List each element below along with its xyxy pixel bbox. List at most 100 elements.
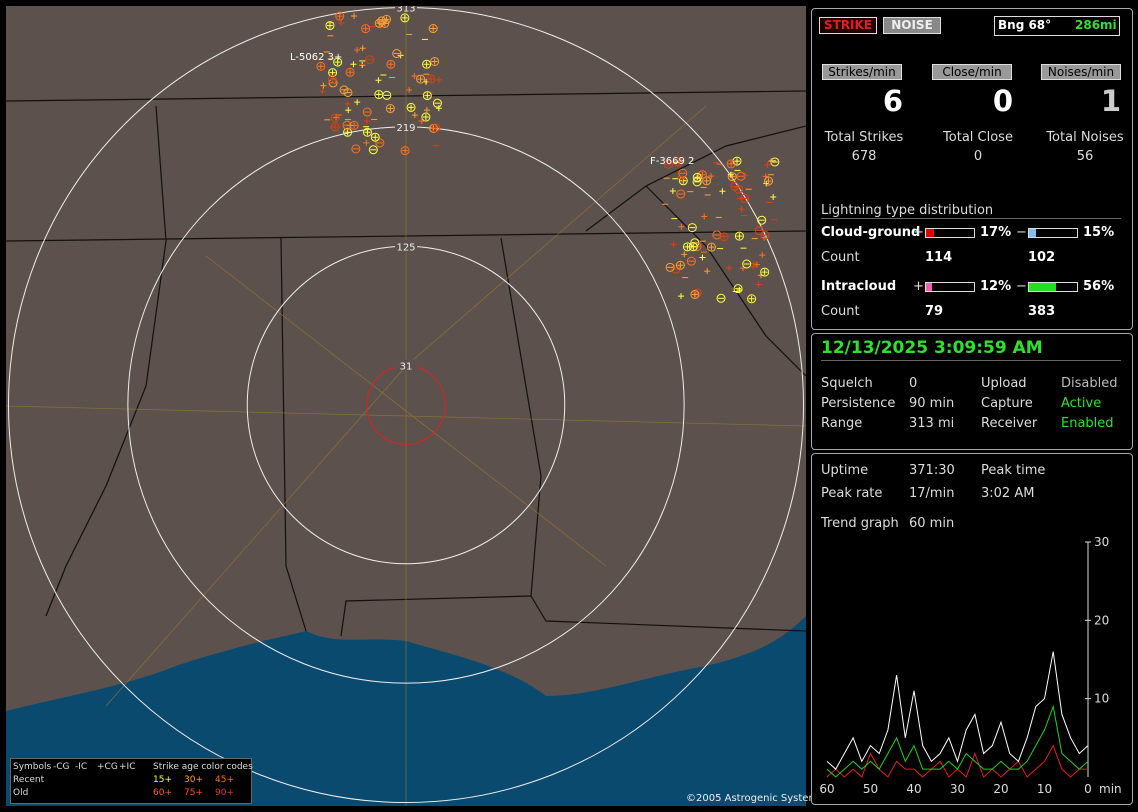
strike-symbol: [392, 49, 402, 59]
rate-button[interactable]: Strikes/min: [822, 64, 902, 80]
status-panel: [811, 8, 1133, 330]
strike-symbol: [728, 160, 735, 167]
strike-symbol: [400, 146, 410, 156]
strike-symbol: [426, 74, 436, 84]
percent-label: 15%: [1083, 225, 1115, 240]
stat-label: Peak rate: [821, 486, 883, 501]
strike-symbol: [702, 176, 712, 186]
strike-symbol: [732, 156, 742, 166]
mode-button[interactable]: NOISE: [883, 17, 941, 34]
strike-symbol: [335, 11, 345, 21]
count-value: 383: [1028, 304, 1056, 319]
strike-symbol: [363, 139, 370, 146]
legend: [10, 758, 252, 804]
strike-symbol: [381, 20, 388, 27]
strike-symbol: [329, 76, 336, 83]
stat-label: 3:02 AM: [981, 486, 1035, 501]
strike-symbol: [665, 262, 675, 272]
setting-value: Active: [1061, 396, 1102, 411]
mode-button[interactable]: STRIKE: [819, 17, 877, 34]
strike-symbol: [362, 127, 372, 137]
strike-symbol: [365, 55, 375, 65]
strike-symbol: [760, 230, 770, 240]
strike-symbol: [423, 107, 430, 114]
x-tick-label: 20: [993, 782, 1008, 796]
percent-bar: [1029, 283, 1056, 291]
setting-label: Persistence: [821, 396, 896, 411]
setting-value: 0: [909, 376, 918, 391]
trend-line: [826, 651, 1089, 770]
strike-symbol: [726, 264, 733, 271]
legend-age: 75+: [184, 788, 203, 798]
strike-symbol: [333, 114, 340, 121]
strike-symbol: [691, 291, 698, 298]
strike-symbol: [316, 61, 326, 71]
strike-symbol: [688, 242, 698, 252]
strike-symbol: [753, 261, 760, 268]
strike-symbol: [692, 172, 702, 182]
range-ring-label: 31: [400, 362, 413, 373]
rate-button[interactable]: Noises/min: [1041, 64, 1121, 80]
strike-symbol: [719, 188, 726, 195]
strike-symbol: [427, 75, 434, 82]
strike-symbol: [342, 120, 352, 130]
strike-symbol: [770, 194, 777, 201]
strike-symbol: [344, 100, 351, 107]
settings-panel: [811, 333, 1133, 450]
strike-symbol: [670, 241, 677, 248]
strike-symbol: [760, 267, 770, 277]
percent-label: 12%: [980, 279, 1012, 294]
total-value: 0: [973, 149, 983, 164]
strike-symbol: [747, 294, 757, 304]
strike-symbol: [387, 105, 394, 112]
count-value: 114: [925, 250, 953, 265]
strike-symbol: [350, 61, 357, 68]
rate-value: 6: [882, 84, 903, 118]
station-label: F-3669 2: [650, 156, 694, 167]
strike-symbol: [372, 134, 379, 141]
stat-value: 17/min: [909, 486, 955, 501]
setting-label: Squelch: [821, 376, 873, 391]
rate-button[interactable]: Close/min: [932, 64, 1012, 80]
strike-symbol: [428, 24, 438, 34]
station-label: L-5062 3+: [290, 52, 342, 63]
strike-symbol: [686, 256, 696, 266]
strike-symbol: [759, 252, 766, 259]
setting-value: Disabled: [1061, 376, 1118, 391]
setting-value: 90 min: [909, 396, 955, 411]
percent-bar-box: [925, 228, 975, 238]
setting-label: Receiver: [981, 416, 1038, 431]
stat-label: Peak time: [981, 463, 1046, 478]
clock: 12/13/2025 3:09:59 AM: [821, 338, 1121, 361]
strike-symbol: [675, 260, 685, 270]
strike-symbol: [375, 91, 382, 98]
range-ring-label: 125: [396, 242, 415, 253]
strike-symbol: [343, 127, 353, 137]
strike-symbol: [742, 259, 752, 269]
strike-symbol: [738, 206, 745, 213]
strike-symbol: [385, 104, 395, 114]
strike-symbol: [727, 172, 737, 182]
setting-value: Enabled: [1061, 416, 1114, 431]
strike-symbol: [748, 295, 755, 302]
percent-bar: [926, 229, 935, 237]
strike-symbol: [416, 74, 426, 84]
strike-symbol: [363, 118, 370, 125]
strike-symbol: [362, 25, 369, 32]
strike-symbol: [750, 263, 757, 270]
sign: −: [1016, 225, 1027, 240]
strike-symbol: [329, 69, 336, 76]
strike-symbol: [380, 18, 390, 28]
distribution-label: Cloud-ground: [821, 225, 921, 240]
x-tick-label: 50: [863, 782, 878, 796]
strike-symbol: [364, 129, 371, 136]
strike-symbol: [431, 58, 438, 65]
legend-symbol: -IC: [75, 762, 88, 772]
legend-title: Symbols: [13, 762, 52, 772]
strike-symbol: [332, 124, 339, 131]
strike-symbol: [431, 123, 441, 133]
total-value: 678: [851, 149, 877, 164]
total-label: Total Close: [943, 130, 1013, 145]
ring-label-bg: [395, 240, 417, 252]
bearing: Bng 68°: [998, 18, 1052, 32]
